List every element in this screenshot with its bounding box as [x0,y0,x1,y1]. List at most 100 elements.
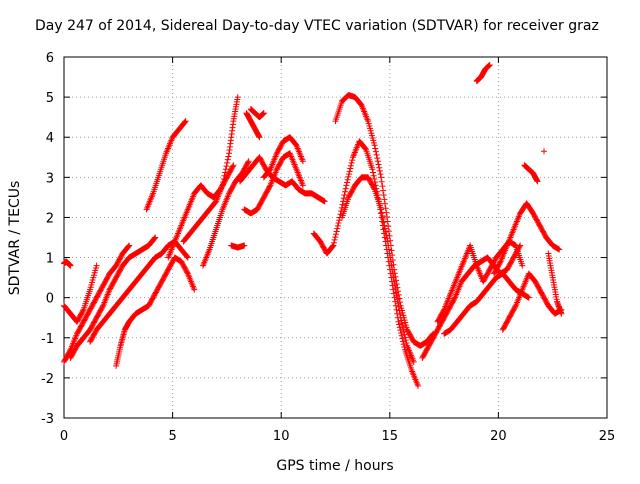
data-point [332,231,339,238]
series-arc-11 [228,242,248,251]
data-point [393,289,400,296]
data-point [151,235,158,242]
data-point [391,278,398,285]
data-point [371,175,378,182]
data-point [334,222,341,229]
data-point [388,247,395,254]
series-arc-22 [441,270,532,337]
data-point [244,159,251,166]
series-arc-1 [61,242,133,365]
data-point [125,243,132,250]
data-point [266,183,273,190]
series-arc-26 [521,162,541,185]
series-arc-12 [236,154,328,205]
data-point [380,191,387,198]
data-point [223,163,230,170]
data-point [369,166,376,173]
series-arc-19 [339,174,417,365]
series-arc-5 [87,238,191,345]
data-point [440,307,447,314]
data-point [402,334,409,341]
data-point [395,300,402,307]
data-point [402,337,409,344]
y-axis-label: SDTVAR / TECUs [7,181,23,296]
data-point [241,242,248,249]
data-point [374,158,381,165]
data-point [245,158,252,165]
y-tick-label: 1 [46,252,54,267]
series-arc-9 [180,94,241,245]
data-points [61,62,565,389]
data-point [403,339,410,346]
data-point [395,318,402,325]
axis-ticks [63,56,608,419]
series-arc-6 [113,254,198,369]
data-point [379,212,386,219]
data-point [99,303,106,310]
data-point [379,183,386,190]
data-point [382,228,389,235]
data-point [385,242,392,249]
data-point [387,254,394,261]
x-tick-label: 5 [168,429,176,444]
plot-frame [63,56,608,419]
data-point [399,323,406,330]
y-tick-labels: -3 -2 -1 0 1 2 3 4 5 6 [41,51,54,427]
series-arc-28 [545,250,565,317]
series-arc-16 [260,134,306,181]
data-point [362,145,369,152]
data-point [372,148,379,155]
data-point [387,237,394,244]
data-point [370,172,377,179]
data-point [378,206,385,213]
data-point [67,262,74,269]
data-point [334,225,341,232]
series-arc-8 [165,162,237,261]
series-arc-2 [61,258,74,269]
data-point [377,171,384,178]
data-point [348,159,355,166]
data-point [385,246,392,253]
data-point [398,320,405,327]
data-point [390,274,397,281]
data-point [346,168,353,175]
data-point [344,176,351,183]
series-arc-7 [143,118,189,213]
x-axis-label: GPS time / hours [276,458,393,474]
data-point [383,232,390,239]
data-point [519,262,526,269]
data-point [222,169,229,176]
data-point [299,182,306,189]
data-point [373,151,380,158]
data-point [392,285,399,292]
data-point [400,328,407,335]
y-tick-label: -3 [41,412,54,427]
data-point [335,220,342,227]
data-point [331,236,338,243]
x-tick-label: 15 [382,429,399,444]
data-point [382,205,389,212]
data-point [371,142,378,149]
data-point [397,327,404,334]
data-point [221,172,228,179]
data-point [415,382,422,389]
data-point [342,188,349,195]
data-point [391,282,398,289]
y-tick-label: 2 [46,211,54,226]
data-point [375,161,382,168]
data-point [224,159,231,166]
y-tick-label: 3 [46,171,54,186]
data-point [126,242,133,249]
data-point [234,94,241,101]
data-point [380,219,387,226]
data-point [383,214,390,221]
data-point [184,254,191,261]
data-point [370,169,377,176]
data-point [386,250,393,257]
data-point [374,155,381,162]
series-arc-18 [332,92,437,349]
data-point [389,270,396,277]
x-tick-label: 10 [273,429,290,444]
chart-title: Day 247 of 2014, Sidereal Day-to-day VTE… [35,18,599,34]
